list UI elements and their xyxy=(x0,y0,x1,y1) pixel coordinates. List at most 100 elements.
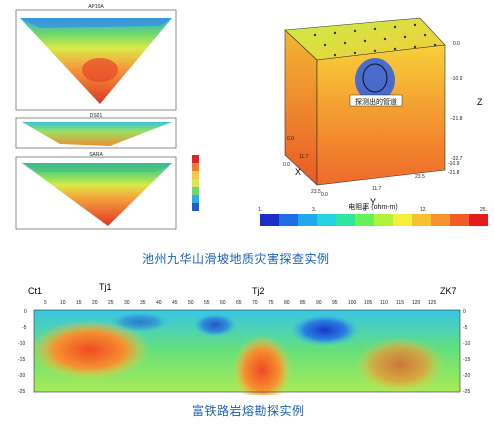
y-tick-left-label: -5 xyxy=(22,325,27,331)
x-tick-label: 20 xyxy=(92,300,98,306)
x-tick-label: 40 xyxy=(156,300,162,306)
z-tick-1: -10.9 xyxy=(451,76,463,82)
x-tick-row: 5 10 15 20 25 30 35 40 45 50 55 60 65 70… xyxy=(44,300,437,306)
x-tick-label: 70 xyxy=(252,300,258,306)
panel-2-title: DS01 xyxy=(90,113,103,119)
x-tick-label: 60 xyxy=(220,300,226,306)
panel-1-anomaly xyxy=(82,58,118,82)
x-tick-label: 125 xyxy=(428,300,437,306)
caption-top: 池州九华山滑坡地质灾害探查实例 xyxy=(142,252,330,266)
x-tick-0: 0.0 xyxy=(287,136,294,142)
y-tick-left-label: 0 xyxy=(24,309,27,315)
caption-bottom: 富铁路岩熔勘探实例 xyxy=(192,404,305,418)
x-tick-1: 11.7 xyxy=(299,154,309,160)
panel-1-title: AP10A xyxy=(88,4,104,10)
y-tick-0: 0.0 xyxy=(321,192,328,198)
panel-3-title: SARA xyxy=(89,152,103,158)
y-tick-1: 11.7 xyxy=(372,186,382,192)
annotation-box xyxy=(349,94,403,107)
front-depth-tick-1: -21.8 xyxy=(448,170,460,176)
pipe-anomaly xyxy=(355,58,395,102)
y-tick-left-label: -20 xyxy=(18,373,25,379)
x-tick-label: 10 xyxy=(60,300,66,306)
pipe-annotation: 探测出的管道 xyxy=(355,97,397,106)
panel-1-frame xyxy=(15,9,177,111)
axis-y-label: Y xyxy=(370,197,376,207)
x-tick-2: 23.5 xyxy=(311,189,321,195)
x-tick-label: 85 xyxy=(300,300,306,306)
z-tick-2: -21.8 xyxy=(451,116,463,122)
x-tick-label: 95 xyxy=(332,300,338,306)
pipe-anomaly-outline xyxy=(362,63,388,93)
sections-legend xyxy=(192,155,199,211)
label-tj1: Tj1 xyxy=(99,282,112,292)
panel-3-frame xyxy=(15,156,177,230)
y-tick-right-label: 0 xyxy=(463,309,466,315)
panel-3-top-band xyxy=(22,163,172,172)
y-tick-left-label: -25 xyxy=(18,389,25,395)
y-ticks-right: 0 -5 -10 -15 -20 -25 xyxy=(463,309,470,395)
z-tick-3: -32.7 xyxy=(451,156,463,162)
cube-front-face xyxy=(316,44,446,186)
cube-svg: 探测出的管道 X Y Z 0.0 11.7 23.5 0.0 11.7 23.5… xyxy=(258,17,488,226)
colorbar-tick-1: 3. xyxy=(312,207,316,213)
front-depth-tick-2: 0.0 xyxy=(283,162,290,168)
y-tick-right-label: -25 xyxy=(463,389,470,395)
inversion-sections-svg: AP10A DS01 SARA xyxy=(15,4,199,230)
x-tick-label: 5 xyxy=(44,300,47,306)
y-tick-left-label: -15 xyxy=(18,357,25,363)
cool-anomaly-center xyxy=(193,313,237,337)
z-tick-0: 0.0 xyxy=(453,41,460,47)
panel-3-section xyxy=(22,163,172,226)
bottom-section-panel: Ct1 Tj1 Tj2 ZK7 5 10 15 20 25 30 35 40 4… xyxy=(0,280,494,405)
x-tick-label: 45 xyxy=(172,300,178,306)
x-tick-label: 15 xyxy=(76,300,82,306)
y-ticks-left: 0 -5 -10 -15 -20 -25 xyxy=(18,309,27,395)
x-tick-label: 50 xyxy=(188,300,194,306)
cool-anomaly-left xyxy=(110,312,170,332)
colorbar-tick-3: 12. xyxy=(420,207,427,213)
y-tick-right-label: -10 xyxy=(463,341,470,347)
warm-anomaly-left xyxy=(30,320,150,380)
colorbar-tick-2: 6. xyxy=(363,207,367,213)
x-tick-label: 30 xyxy=(124,300,130,306)
x-tick-label: 55 xyxy=(204,300,210,306)
warm-anomaly-center xyxy=(232,335,292,405)
x-tick-label: 35 xyxy=(140,300,146,306)
y-tick-2: 23.5 xyxy=(415,174,425,180)
x-tick-label: 25 xyxy=(108,300,114,306)
x-tick-label: 65 xyxy=(236,300,242,306)
warm-anomaly-right xyxy=(355,337,445,393)
x-tick-label: 100 xyxy=(348,300,357,306)
front-depth-tick-0: -10.9 xyxy=(448,161,460,167)
label-zk7: ZK7 xyxy=(440,286,457,296)
colorbar-title: 电阻率 (ohm-m) xyxy=(348,202,397,211)
panel-1-lowres-band xyxy=(20,18,172,28)
inversion-panel-group: AP10A DS01 SARA xyxy=(0,0,215,240)
x-tick-label: 115 xyxy=(396,300,404,306)
section-frame xyxy=(33,309,461,393)
x-tick-label: 75 xyxy=(268,300,274,306)
top-electrode-grid xyxy=(313,23,437,57)
colorbar xyxy=(260,214,488,226)
y-tick-right-label: -5 xyxy=(463,325,468,331)
cube-panel: 探测出的管道 X Y Z 0.0 11.7 23.5 0.0 11.7 23.5… xyxy=(255,0,494,232)
colorbar-tick-4: 25. xyxy=(480,207,487,213)
panel-2-frame xyxy=(15,117,177,149)
x-tick-label: 120 xyxy=(412,300,421,306)
cool-anomaly-right xyxy=(290,314,360,346)
label-tj2: Tj2 xyxy=(252,286,265,296)
x-tick-label: 90 xyxy=(316,300,322,306)
y-tick-left-label: -10 xyxy=(18,341,25,347)
bottom-section-svg: Ct1 Tj1 Tj2 ZK7 5 10 15 20 25 30 35 40 4… xyxy=(18,282,470,405)
label-ct1: Ct1 xyxy=(28,286,42,296)
y-tick-right-label: -20 xyxy=(463,373,470,379)
y-tick-right-label: -15 xyxy=(463,357,470,363)
x-tick-label: 105 xyxy=(364,300,373,306)
axis-z-label: Z xyxy=(477,97,483,107)
axis-x-label: X xyxy=(295,167,301,177)
x-tick-label: 80 xyxy=(284,300,290,306)
colorbar-tick-0: 1. xyxy=(258,207,262,213)
x-tick-label: 110 xyxy=(380,300,388,306)
panel-2-section xyxy=(22,122,172,146)
